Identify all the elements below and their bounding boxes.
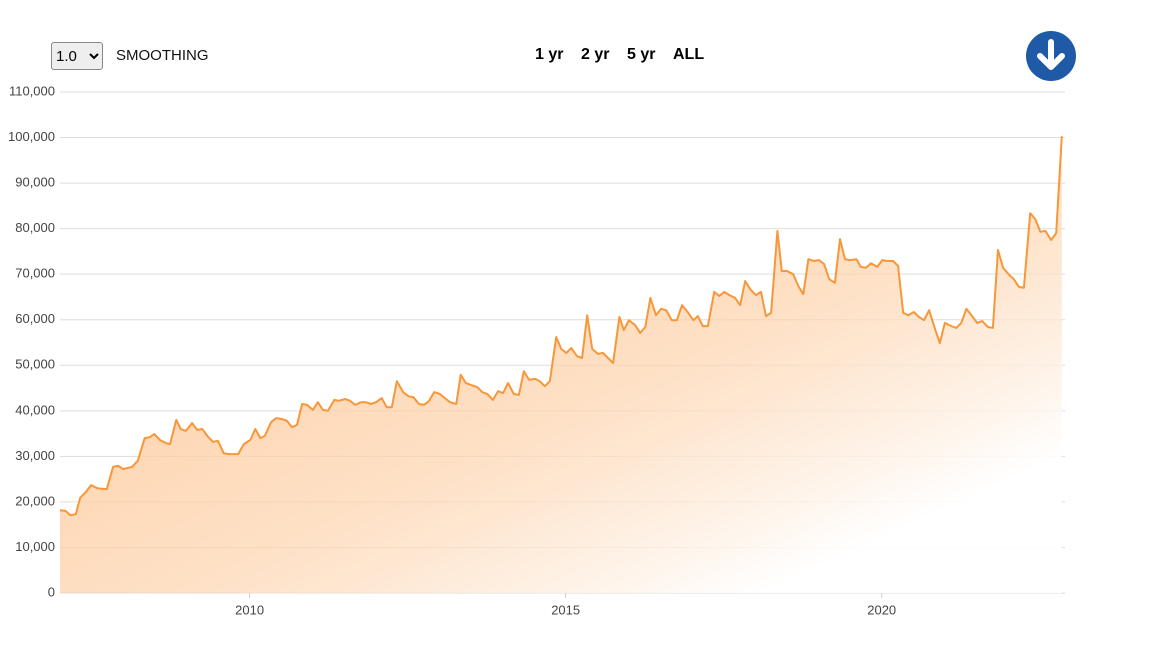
x-tick-label: 2020	[867, 602, 896, 617]
smoothing-label: SMOOTHING	[116, 47, 209, 64]
y-tick-label: 110,000	[9, 83, 55, 98]
area-fill	[60, 136, 1062, 593]
smoothing-select[interactable]: 1.0	[51, 42, 103, 70]
y-tick-label: 0	[48, 584, 55, 599]
download-button[interactable]	[1025, 30, 1077, 82]
y-tick-label: 100,000	[8, 129, 55, 144]
y-tick-label: 70,000	[15, 266, 55, 281]
y-tick-label: 50,000	[15, 357, 55, 372]
y-tick-label: 30,000	[15, 448, 55, 463]
y-tick-label: 60,000	[15, 311, 55, 326]
range-button[interactable]: 2 yr	[581, 46, 610, 63]
x-tick-label: 2015	[551, 602, 580, 617]
x-tick-label: 2010	[235, 602, 264, 617]
range-button[interactable]: ALL	[673, 46, 705, 63]
y-tick-label: 80,000	[15, 220, 55, 235]
line	[59, 136, 1063, 517]
y-tick-label: 40,000	[15, 402, 55, 417]
y-tick-label: 10,000	[15, 539, 55, 554]
y-tick-label: 20,000	[15, 493, 55, 508]
range-button[interactable]: 5 yr	[627, 46, 656, 63]
range-button[interactable]: 1 yr	[535, 46, 564, 63]
y-tick-label: 90,000	[15, 175, 55, 190]
